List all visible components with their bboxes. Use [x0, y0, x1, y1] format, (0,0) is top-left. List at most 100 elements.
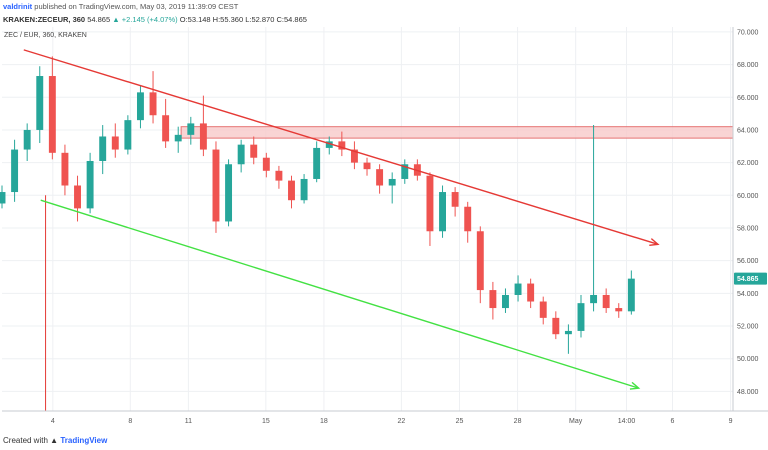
x-tick-label: 18: [320, 418, 328, 425]
candle-body: [300, 178, 308, 201]
quote-line: KRAKEN:ZECEUR, 360 54.865 ▲ +2.145 (+4.0…: [0, 13, 768, 27]
x-tick-label: 6: [671, 418, 675, 425]
resistance-zone-layer: [180, 126, 734, 139]
symbol-label: KRAKEN:ZECEUR, 360: [3, 15, 86, 24]
last-price-label: 54.865: [737, 276, 759, 283]
candle-body: [36, 76, 44, 130]
y-tick-label: 56.000: [737, 258, 759, 265]
footer: Created with ▲ TradingView: [0, 431, 768, 450]
candle-body: [61, 152, 69, 186]
candle-body: [577, 303, 585, 331]
candle-body: [99, 136, 107, 161]
candle-body: [464, 206, 472, 232]
candle-body: [451, 192, 459, 207]
y-tick-label: 70.000: [737, 29, 759, 36]
candle-body: [174, 134, 182, 142]
y-tick-label: 50.000: [737, 356, 759, 363]
candle-body: [627, 278, 635, 312]
candle-body: [288, 180, 295, 201]
ohlc-values: O:53.148 H:55.360 L:52.870 C:54.865: [179, 15, 307, 24]
candle-body: [388, 178, 396, 186]
candle-body: [187, 123, 195, 135]
x-tick-label: 28: [514, 418, 522, 425]
candle-body: [476, 231, 484, 291]
candle-body: [212, 149, 220, 222]
candle-body: [136, 92, 144, 121]
channel-top-line-arrowhead: [649, 238, 660, 247]
tradingview-logo-icon: ▲: [50, 436, 59, 445]
x-tick-label: 9: [729, 418, 733, 425]
candle-body: [539, 301, 547, 318]
last-price: 54.865: [87, 15, 111, 24]
candle-body: [86, 160, 94, 209]
created-with-text: Created with: [3, 436, 48, 445]
y-tick-label: 60.000: [737, 193, 759, 200]
publish-header: valdrinit published on TradingView.com, …: [0, 0, 768, 13]
candle-body: [74, 185, 81, 209]
grid: [2, 27, 733, 411]
candle-body: [11, 149, 19, 193]
author-name[interactable]: valdrinit: [3, 2, 33, 11]
candle-body: [564, 330, 572, 335]
x-tick-label: 11: [185, 418, 192, 425]
tradingview-brand[interactable]: TradingView: [60, 436, 108, 445]
channel-bottom-line: [40, 199, 639, 389]
candle-body: [350, 149, 358, 163]
channel-bottom-line-arrowhead: [629, 381, 641, 390]
y-tick-label: 52.000: [737, 324, 759, 331]
candle-body: [262, 157, 270, 171]
resistance-zone: [180, 126, 734, 139]
last-price-label-bg: [734, 272, 767, 285]
candle-body: [124, 120, 132, 150]
chart-legend: ZEC / EUR, 360, KRAKEN: [4, 32, 87, 39]
candle-body: [502, 294, 509, 309]
price-change: ▲ +2.145 (+4.07%): [112, 15, 178, 24]
x-tick-label: 8: [128, 418, 132, 425]
candle-body: [237, 144, 245, 165]
chart-background: [0, 27, 768, 431]
axes: 48.000 50.000 52.000 54.000 56.000 58.000 60.0…: [2, 27, 768, 425]
candle-body: [199, 123, 207, 150]
y-tick-label: 64.000: [737, 127, 759, 134]
candle-body: [23, 129, 31, 150]
y-tick-label: 62.000: [737, 160, 759, 167]
candle-body: [225, 164, 233, 222]
candle-body: [325, 141, 333, 148]
candle-body: [313, 147, 321, 179]
candle-body: [363, 162, 371, 170]
candle-body: [162, 115, 170, 142]
candle-body: [615, 308, 623, 312]
x-tick-label: 14:00: [618, 418, 636, 425]
x-tick-label: 15: [262, 418, 270, 425]
candle-body: [376, 169, 384, 186]
candle-body: [401, 164, 409, 179]
candle-body: [552, 317, 560, 335]
trendlines: [23, 49, 660, 390]
y-tick-label: 48.000: [737, 389, 759, 396]
y-tick-label: 68.000: [737, 62, 759, 69]
x-tick-label: 25: [456, 418, 464, 425]
x-tick-label: 4: [51, 418, 55, 425]
candle-body: [149, 92, 157, 116]
candle-body: [602, 294, 610, 309]
y-tick-label: 58.000: [737, 225, 759, 232]
candle-body: [489, 290, 497, 309]
x-tick-label: 22: [397, 418, 405, 425]
channel-top-line: [23, 49, 659, 245]
candle-body: [338, 141, 346, 150]
candle-body: [275, 170, 283, 181]
candle-body: [48, 76, 56, 153]
candle-body: [527, 283, 535, 302]
y-tick-label: 54.000: [737, 291, 759, 298]
candle-body: [0, 192, 6, 204]
publish-info: published on TradingView.com, May 03, 20…: [34, 2, 239, 11]
y-tick-label: 66.000: [737, 95, 759, 102]
candle-body: [590, 294, 598, 304]
candle-body: [439, 192, 446, 232]
candle-body: [250, 144, 258, 158]
candle-body: [111, 136, 119, 150]
price-chart[interactable]: 48.000 50.000 52.000 54.000 56.000 58.000 60.0…: [0, 27, 768, 431]
candle-body: [426, 175, 434, 232]
x-tick-label: May: [569, 418, 583, 425]
candle-body: [514, 283, 522, 295]
